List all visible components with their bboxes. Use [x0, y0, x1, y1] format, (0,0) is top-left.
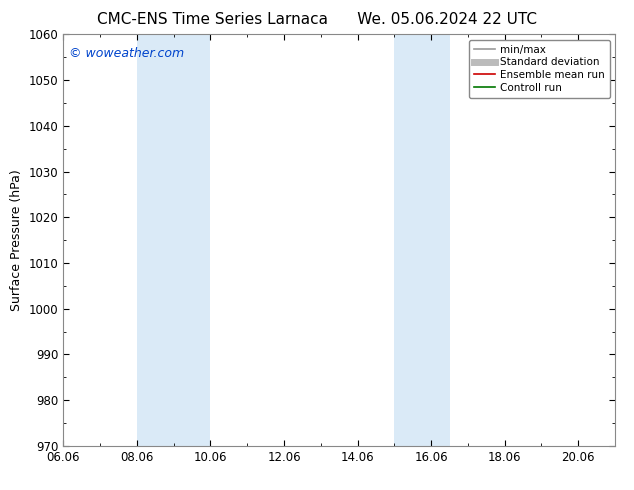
Text: CMC-ENS Time Series Larnaca      We. 05.06.2024 22 UTC: CMC-ENS Time Series Larnaca We. 05.06.20…	[97, 12, 537, 27]
Bar	[137, 34, 210, 446]
Legend: min/max, Standard deviation, Ensemble mean run, Controll run: min/max, Standard deviation, Ensemble me…	[469, 40, 610, 98]
Y-axis label: Surface Pressure (hPa): Surface Pressure (hPa)	[10, 169, 23, 311]
Text: © woweather.com: © woweather.com	[69, 47, 184, 60]
Bar	[394, 34, 450, 446]
